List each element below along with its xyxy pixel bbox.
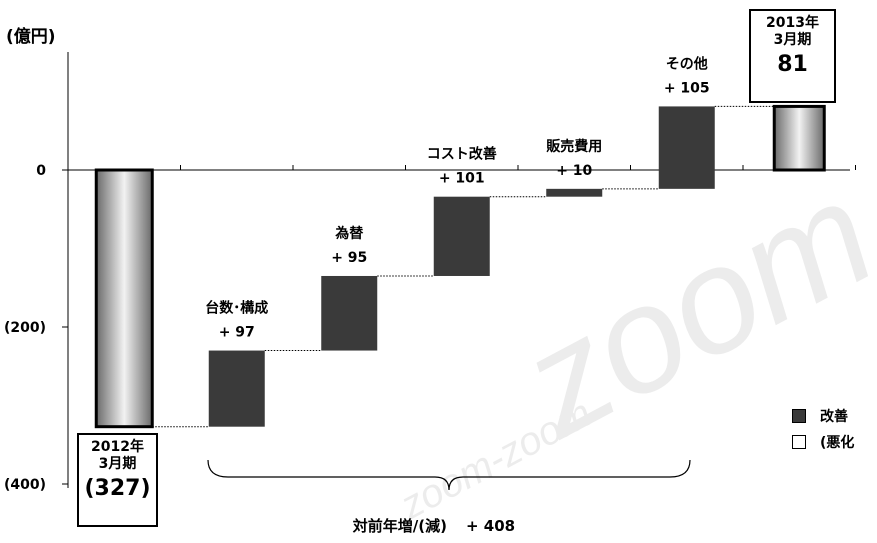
start-value: (327) [79,476,156,502]
step-delta-label: + 101 [439,171,485,187]
start-value-box: 2012年 3月期 (327) [77,433,158,527]
step-name-label: コスト改善 [427,146,497,163]
legend-item-improve: 改善 [792,406,854,426]
bar-step [321,276,377,351]
y-tick-label: (400) [4,477,46,493]
bar-step [659,106,715,188]
step-delta-label: + 105 [664,80,710,96]
bar-step [434,197,490,276]
start-period-year: 2012年 [79,439,156,456]
step-name-label: 台数･構成 [205,300,268,317]
step-name-label: その他 [666,55,708,72]
start-period-month: 3月期 [79,456,156,473]
x-ticks [181,165,856,170]
y-tick-label: 0 [36,163,46,179]
step-name-label: 為替 [334,225,364,242]
legend-swatch-improve [792,409,806,423]
bar-end [774,106,824,170]
step-delta-label: + 97 [219,325,255,341]
end-period-month: 3月期 [751,32,834,49]
bar-step [209,351,265,427]
bar-start [96,170,152,427]
bar-step [546,189,602,197]
legend-swatch-worsen [792,435,806,449]
end-period-year: 2013年 [751,15,834,32]
step-delta-label: + 10 [556,163,592,179]
end-value-box: 2013年 3月期 81 [749,9,836,103]
end-value: 81 [751,52,834,78]
unit-label: (億円) [6,22,56,47]
legend-label-improve: 改善 [820,406,848,426]
total-value: + 408 [466,517,515,535]
total-label: 対前年増/(減) [352,517,447,535]
step-delta-label: + 95 [331,250,367,266]
y-tick-labels: 0 (200) (400) [4,163,68,493]
y-tick-label: (200) [4,320,46,336]
step-name-label: 販売費用 [546,138,602,155]
svg-text:zoom-zoom: zoom-zoom [393,391,599,528]
legend-label-worsen: (悪化 [820,432,854,452]
legend-item-worsen: (悪化 [792,432,854,452]
legend: 改善 (悪化 [792,406,854,458]
